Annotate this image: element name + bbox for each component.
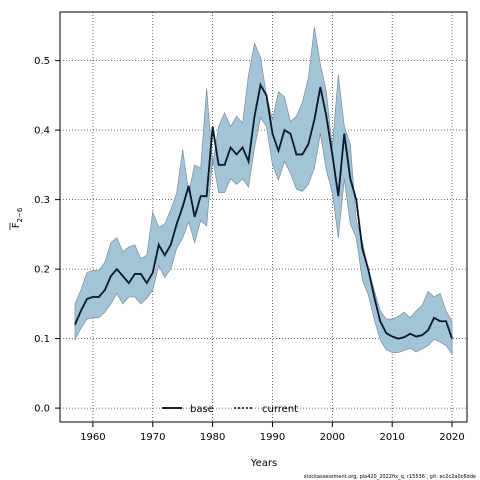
legend: base current: [162, 404, 298, 415]
y-tick-label-3: 0.3: [34, 195, 50, 206]
confidence-band: [74, 27, 453, 355]
y-axis-label-main: F: [11, 222, 22, 228]
x-axis: 1960 1970 1980 1990 2000 2010 2020: [80, 422, 465, 443]
x-tick-label-1960: 1960: [80, 432, 105, 443]
series-lines: [74, 82, 453, 340]
y-axis: 0.0 0.1 0.2 0.3 0.4 0.5: [34, 56, 60, 415]
x-tick-label-1980: 1980: [200, 432, 225, 443]
legend-label-base: base: [190, 404, 214, 415]
y-tick-label-5: 0.5: [34, 56, 50, 67]
grid-lines: [60, 12, 467, 422]
x-tick-label-1990: 1990: [260, 432, 285, 443]
y-axis-label-sub: 2−6: [16, 207, 24, 222]
footnote: stockassessment.org, pla420_2022fix_q, r…: [304, 474, 476, 480]
band-area-current: [74, 27, 453, 355]
legend-label-current: current: [262, 404, 298, 415]
y-axis-label: F2−6: [9, 207, 24, 230]
svg-text:F2−6: F2−6: [11, 207, 24, 228]
y-tick-label-2: 0.2: [34, 265, 50, 276]
x-axis-label: Years: [250, 458, 277, 469]
series-line-current: [74, 82, 453, 340]
y-tick-label-0: 0.0: [34, 404, 50, 415]
x-tick-label-2020: 2020: [439, 432, 464, 443]
y-tick-label-4: 0.4: [34, 126, 50, 137]
x-tick-label-1970: 1970: [140, 432, 165, 443]
series-line-base: [74, 82, 453, 340]
x-tick-label-2000: 2000: [320, 432, 345, 443]
plot-frame: [59, 11, 468, 423]
x-tick-label-2010: 2010: [379, 432, 404, 443]
y-tick-label-1: 0.1: [34, 334, 50, 345]
